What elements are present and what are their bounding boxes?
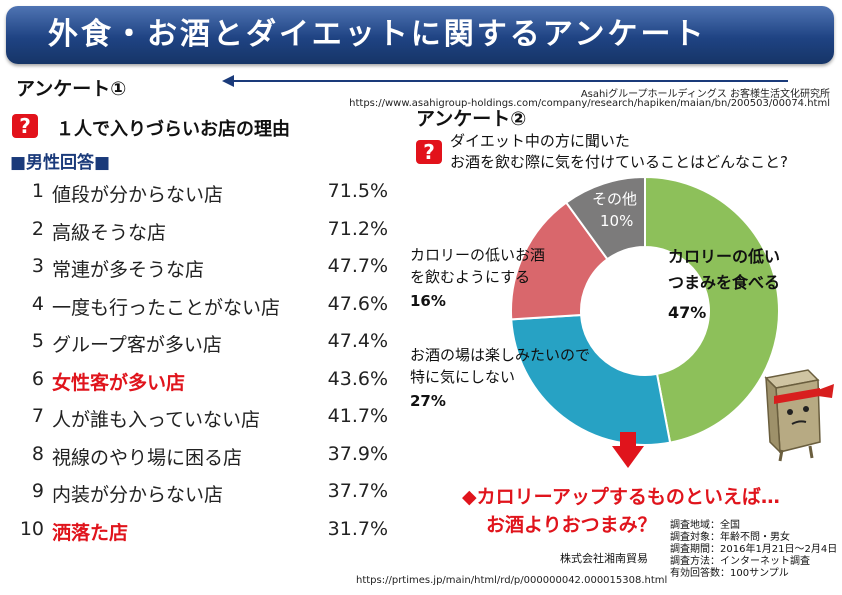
slice-label-2-line1: カロリーの低いお酒: [410, 246, 546, 264]
survey2-question-line1: ダイエット中の方に聞いた: [450, 132, 630, 150]
slice-label-1-line1: お酒の場は楽しみたいので: [410, 346, 591, 364]
conclusion-line1: ◆カロリーアップするものといえば…: [462, 486, 780, 508]
slice-label-2-line2: を飲むようにする: [410, 268, 531, 286]
slice-label-3-line1: その他: [592, 190, 638, 208]
slice-value-0: 47%: [668, 303, 707, 322]
rank-number: 5: [31, 330, 44, 352]
table-row: 3 常連が多そうな店 47.7%: [16, 255, 388, 293]
rank-value: 37.9%: [327, 442, 388, 465]
survey2-question-line2: お酒を飲む際に気を付けていることはどんなこと?: [450, 153, 788, 171]
survey-detail-line: 有効回答数：100サンプル: [670, 568, 789, 579]
rank-value: 47.4%: [327, 330, 388, 352]
rank-number: 10: [19, 517, 44, 540]
donut-chart: [510, 176, 780, 446]
survey2-heading: アンケート②: [416, 108, 527, 130]
survey-details: 調査地域：全国 調査対象：年齢不問・男女 調査期間：2016年1月21日～2月4日調…: [670, 520, 837, 580]
rank-label: グループ客が多い店: [52, 334, 222, 356]
source-arrow-line: [232, 80, 788, 82]
rank-number: 9: [31, 480, 44, 502]
survey1-heading: アンケート①: [16, 78, 127, 100]
slice-value-2: 16%: [410, 292, 446, 310]
company-name: 株式会社湘南貿易: [560, 552, 648, 565]
rank-label: 内装が分からない店: [52, 484, 224, 506]
rank-label: 洒落た店: [52, 521, 129, 544]
rank-label: 一度も行ったことがない店: [52, 296, 281, 319]
rank-value: 71.5%: [327, 180, 388, 202]
table-row: 4 一度も行ったことがない店 47.6%: [16, 293, 388, 331]
table-row: 6 女性客が多い店 43.6%: [16, 368, 388, 406]
rank-number: 1: [31, 180, 44, 202]
rank-label: 人が誰も入っていない店: [52, 409, 261, 431]
donut-slice-0: [644, 176, 780, 444]
rank-value: 71.2%: [327, 217, 388, 240]
slice-label-1-line2: 特に気にしない: [410, 368, 516, 386]
header-banner: [6, 6, 834, 64]
rank-number: 6: [31, 367, 44, 390]
table-row: 10 洒落た店 31.7%: [16, 518, 388, 556]
table-row: 1 値段が分からない店 71.5%: [16, 180, 388, 218]
survey-detail-line: 調査地域：全国: [670, 520, 740, 531]
segment-label: ■男性回答■: [10, 153, 111, 173]
question-mark-icon: ?: [12, 114, 38, 138]
table-row: 9 内装が分からない店 37.7%: [16, 480, 388, 518]
rank-value: 47.6%: [327, 292, 388, 315]
rank-label: 値段が分からない店: [52, 184, 224, 206]
table-row: 8 視線のやり場に困る店 37.9%: [16, 443, 388, 481]
rank-label: 視線のやり場に困る店: [52, 446, 243, 469]
rank-value: 43.6%: [327, 367, 388, 390]
survey-detail-line: 調査方法：インターネット調査: [670, 556, 810, 567]
rank-value: 47.7%: [327, 255, 388, 277]
question-mark-icon: ?: [416, 140, 442, 164]
slice-label-0-line2: つまみを食べる: [668, 273, 781, 292]
rank-value: 31.7%: [327, 517, 388, 540]
rank-number: 2: [31, 217, 44, 240]
bottom-url[interactable]: https://prtimes.jp/main/html/rd/p/000000…: [356, 575, 668, 586]
donut-slice-3: [564, 176, 646, 261]
rank-number: 3: [31, 255, 44, 277]
donut-slice-1: [510, 313, 672, 446]
rank-label: 高級そうな店: [52, 221, 167, 244]
rank-label: 常連が多そうな店: [52, 259, 205, 281]
table-row: 5 グループ客が多い店 47.4%: [16, 330, 388, 368]
conclusion-line2: お酒よりおつまみ？: [486, 514, 657, 536]
rank-value: 41.7%: [327, 405, 388, 427]
survey1-question: １人で入りづらいお店の理由: [56, 119, 290, 140]
down-arrow-stem: [620, 432, 636, 448]
source-url[interactable]: https://www.asahigroup-holdings.com/comp…: [349, 98, 830, 109]
arrow-left-icon: [222, 75, 234, 87]
survey-detail-line: 調査対象：年齢不問・男女: [670, 532, 790, 543]
table-row: 2 高級そうな店 71.2%: [16, 218, 388, 256]
rank-number: 8: [31, 442, 44, 465]
slice-value-1: 27%: [410, 392, 446, 410]
rank-number: 7: [31, 405, 44, 427]
rank-label: 女性客が多い店: [52, 371, 186, 394]
table-row: 7 人が誰も入っていない店 41.7%: [16, 405, 388, 443]
page-title: 外食・お酒とダイエットに関するアンケート: [48, 17, 707, 52]
survey-detail-line: 調査期間：2016年1月21日～2月4日: [670, 544, 838, 555]
mascot-box-character-icon: [764, 369, 834, 462]
rank-value: 37.7%: [327, 480, 388, 502]
slice-value-3: 10%: [600, 212, 634, 230]
slice-label-0-line1: カロリーの低い: [668, 247, 781, 266]
down-arrow-icon: [612, 446, 644, 468]
rank-number: 4: [31, 292, 44, 315]
source-org: Asahiグループホールディングス お客様生活文化研究所: [580, 89, 830, 100]
